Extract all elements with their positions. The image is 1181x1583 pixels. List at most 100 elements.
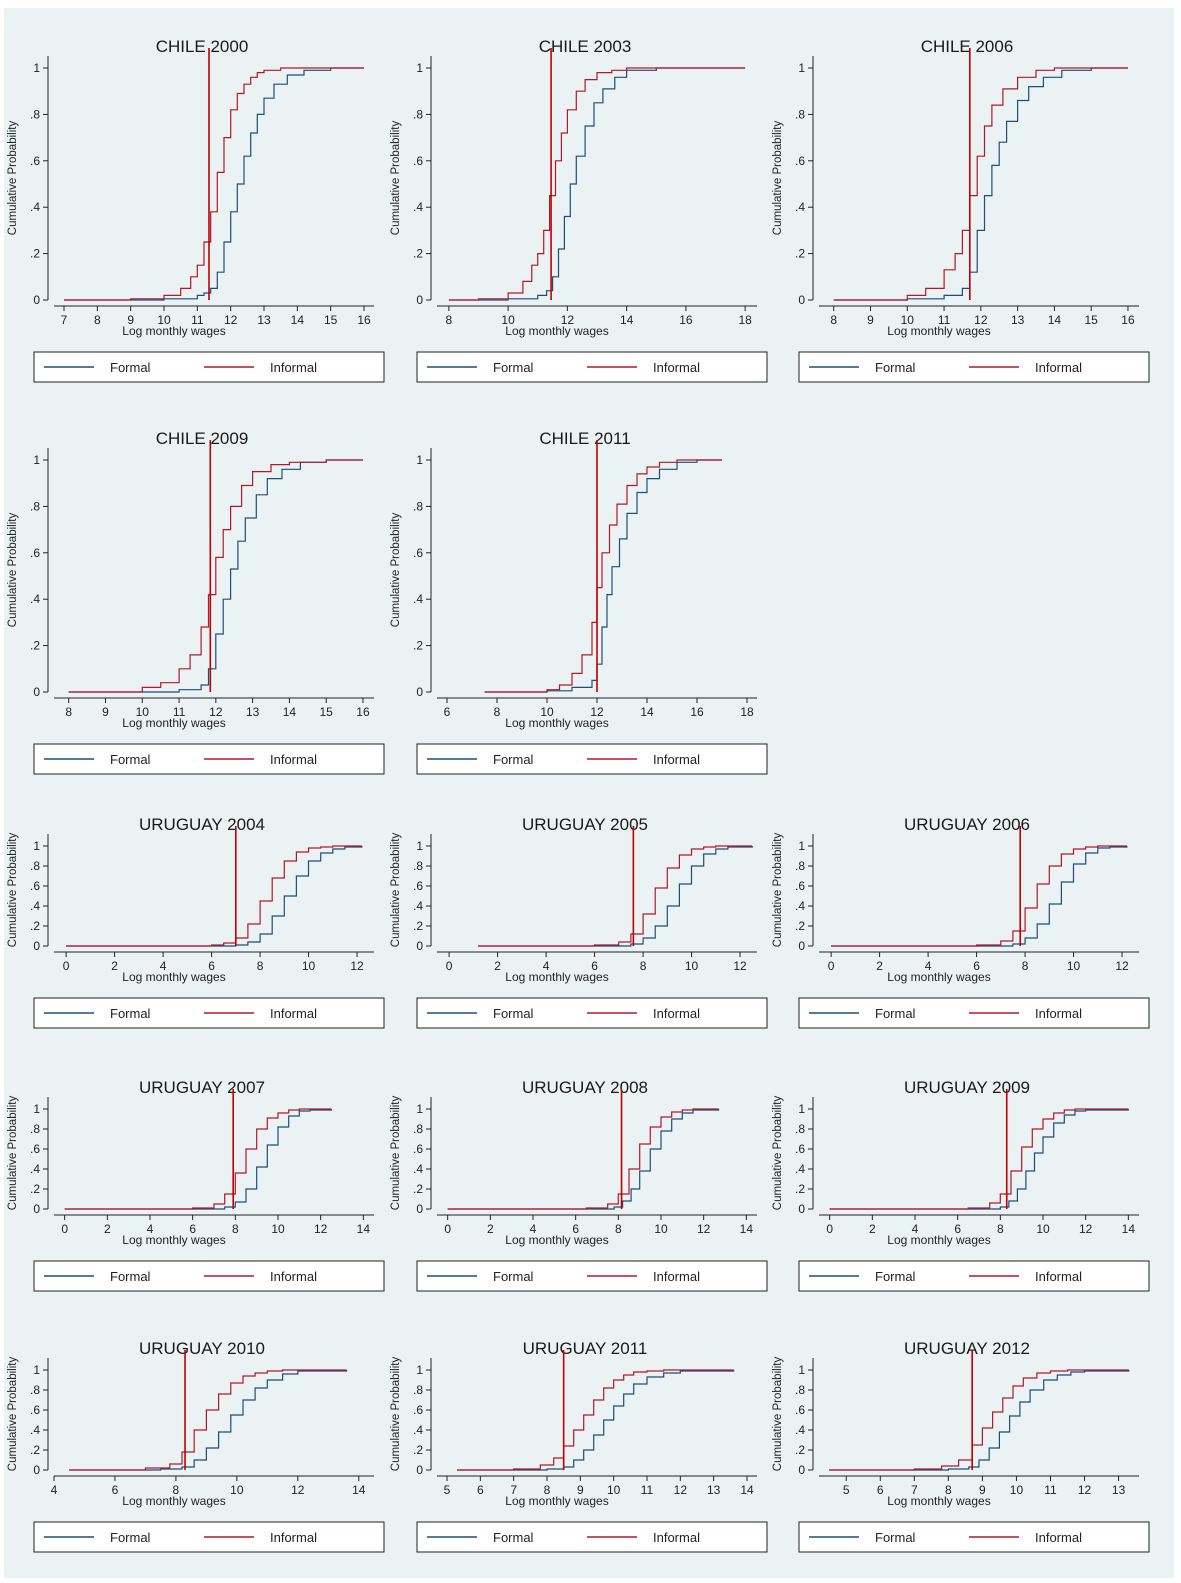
x-tick-label: 8 [544,1483,551,1497]
legend-label-informal: Informal [653,360,700,375]
x-tick-label: 11 [641,1483,654,1497]
legend-label-formal: Formal [493,1269,534,1284]
y-tick-label: 1 [33,1102,40,1116]
y-axis-label: Cumulative Probability [7,121,19,236]
y-tick-label: .6 [413,546,423,560]
y-axis-label: Cumulative Probability [7,513,19,628]
x-tick-label: 2 [111,959,118,973]
series-line-formal [68,459,363,693]
y-tick-label: .8 [795,1383,805,1397]
series-line-formal [829,1370,1130,1471]
y-tick-label: 0 [33,1463,40,1477]
x-tick-label: 10 [654,1222,668,1236]
y-axis-label: Cumulative Probability [772,121,784,236]
y-tick-label: .2 [30,247,40,261]
x-tick-label: 16 [357,313,371,327]
x-tick-label: 6 [877,1483,884,1497]
y-axis-label: Cumulative Probability [772,1096,784,1211]
x-tick-label: 15 [1085,313,1099,327]
y-tick-label: .2 [795,919,805,933]
x-tick-label: 8 [640,959,647,973]
chart-title: CHILE 2000 [156,37,249,56]
x-tick-label: 14 [740,1222,754,1236]
x-tick-label: 9 [102,705,109,719]
y-tick-label: .2 [795,247,805,261]
chart-title: URUGUAY 2005 [522,815,648,834]
y-tick-label: 1 [33,839,40,853]
x-tick-label: 7 [61,313,68,327]
y-tick-label: .4 [795,1423,805,1437]
y-axis-label: Cumulative Probability [7,1096,19,1211]
y-tick-label: .2 [795,1443,805,1457]
series-line-formal [833,67,1128,301]
y-tick-label: 1 [416,453,423,467]
x-tick-label: 10 [136,705,150,719]
x-tick-label: 12 [224,313,238,327]
y-tick-label: .8 [413,859,423,873]
legend-label-formal: Formal [110,752,151,767]
y-tick-label: 0 [798,1463,805,1477]
x-tick-label: 12 [974,313,988,327]
y-tick-label: 0 [416,1463,423,1477]
y-tick-label: .6 [30,546,40,560]
y-tick-label: .8 [413,107,423,121]
y-tick-label: 1 [416,839,423,853]
x-tick-label: 10 [1067,959,1081,973]
x-tick-label: 6 [477,1483,484,1497]
x-tick-label: 10 [685,959,699,973]
x-tick-label: 11 [1044,1483,1057,1497]
chart-title: URUGUAY 2012 [904,1339,1030,1358]
x-tick-label: 6 [189,1222,196,1236]
x-tick-label: 9 [867,313,874,327]
series-line-informal [831,845,1127,947]
y-tick-label: .8 [795,859,805,873]
chart-title: URUGUAY 2009 [904,1078,1030,1097]
x-tick-label: 8 [446,313,453,327]
x-axis-label: Log monthly wages [887,1494,990,1508]
legend-label-informal: Informal [270,1006,317,1021]
x-tick-label: 4 [543,959,550,973]
chart-panel-3: CHILE 2006 0 .2 .4 .6 .8 1 8 9 10 11 12 13 14 15 16 Log … [772,37,1150,383]
x-tick-label: 13 [1011,313,1025,327]
x-tick-label: 6 [208,959,215,973]
x-axis-label: Log monthly wages [122,1233,225,1247]
x-tick-label: 6 [973,959,980,973]
x-tick-label: 14 [283,705,297,719]
x-tick-label: 12 [1079,1222,1093,1236]
x-axis-label: Log monthly wages [122,970,225,984]
y-tick-label: .8 [413,499,423,513]
x-tick-label: 11 [191,313,204,327]
series-line-informal [447,1108,719,1210]
x-tick-label: 18 [738,313,752,327]
x-tick-label: 4 [530,1222,537,1236]
chart-title: URUGUAY 2006 [904,815,1030,834]
x-axis-label: Log monthly wages [505,1494,608,1508]
legend-label-informal: Informal [270,1269,317,1284]
series-line-informal [457,1369,734,1471]
x-tick-label: 12 [209,705,223,719]
x-tick-label: 8 [232,1222,239,1236]
y-tick-label: .2 [413,1182,423,1196]
y-tick-label: 0 [798,939,805,953]
y-tick-label: .4 [795,899,805,913]
series-line-formal [478,846,753,947]
x-tick-label: 10 [1036,1222,1050,1236]
legend-label-informal: Informal [1035,360,1082,375]
y-tick-label: .2 [795,1182,805,1196]
x-tick-label: 0 [444,1222,451,1236]
legend-label-informal: Informal [653,1269,700,1284]
x-tick-label: 6 [591,959,598,973]
y-tick-label: .6 [30,1403,40,1417]
legend-label-informal: Informal [1035,1006,1082,1021]
x-tick-label: 11 [938,313,951,327]
legend-label-formal: Formal [875,360,916,375]
y-tick-label: 1 [416,1102,423,1116]
y-tick-label: .8 [795,1122,805,1136]
x-tick-label: 2 [869,1222,876,1236]
x-tick-label: 16 [690,705,704,719]
